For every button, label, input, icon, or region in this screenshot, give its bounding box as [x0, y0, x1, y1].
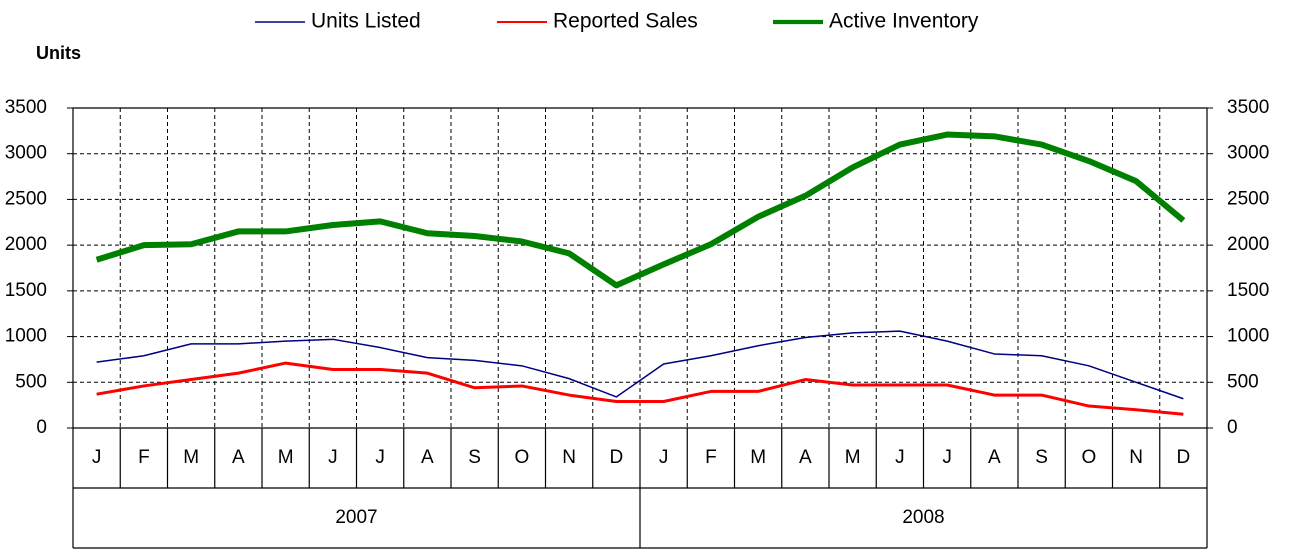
y-tick-label: 3500: [5, 97, 47, 118]
y-tick-label: 0: [36, 417, 47, 438]
x-tick-label: O: [1081, 447, 1096, 468]
x-tick-label: M: [278, 447, 294, 468]
y2-tick-label: 2500: [1227, 188, 1269, 209]
series-line: [95, 131, 1186, 289]
x-tick-label: A: [988, 447, 1001, 468]
series-line: [96, 361, 1184, 416]
year-label: 2007: [335, 507, 377, 528]
x-tick-label: S: [1035, 447, 1048, 468]
x-tick-label: J: [92, 447, 102, 468]
x-tick-label: J: [942, 447, 952, 468]
x-tick-label: J: [328, 447, 338, 468]
x-tick-label: D: [610, 447, 624, 468]
y2-tick-label: 2000: [1227, 234, 1269, 255]
x-tick-label: M: [750, 447, 766, 468]
series-line: [96, 330, 1184, 400]
x-tick-label: D: [1177, 447, 1191, 468]
x-tick-label: J: [375, 447, 385, 468]
x-tick-label: J: [895, 447, 905, 468]
y2-tick-label: 0: [1227, 417, 1238, 438]
x-tick-label: N: [1129, 447, 1143, 468]
legend-label: Reported Sales: [553, 10, 698, 33]
y2-tick-label: 1000: [1227, 326, 1269, 347]
y-tick-label: 2000: [5, 234, 47, 255]
x-tick-label: J: [659, 447, 669, 468]
y-tick-label: 2500: [5, 188, 47, 209]
x-tick-label: F: [138, 447, 150, 468]
legend-label: Active Inventory: [829, 10, 979, 33]
y2-tick-label: 3000: [1227, 143, 1269, 164]
x-tick-label: F: [705, 447, 717, 468]
x-tick-label: N: [562, 447, 576, 468]
y-tick-label: 3000: [5, 143, 47, 164]
year-label: 2008: [902, 507, 944, 528]
legend-label: Units Listed: [311, 10, 421, 33]
x-tick-label: O: [514, 447, 529, 468]
x-tick-label: S: [468, 447, 481, 468]
y-tick-label: 1000: [5, 326, 47, 347]
x-tick-label: A: [421, 447, 434, 468]
x-tick-label: A: [232, 447, 245, 468]
y-tick-label: 500: [15, 371, 47, 392]
y2-tick-label: 3500: [1227, 97, 1269, 118]
y2-tick-label: 500: [1227, 371, 1259, 392]
y2-tick-label: 1500: [1227, 280, 1269, 301]
y-axis-label: Units: [36, 43, 81, 63]
y-tick-label: 1500: [5, 280, 47, 301]
x-tick-label: A: [799, 447, 812, 468]
x-tick-label: M: [183, 447, 199, 468]
x-tick-label: M: [845, 447, 861, 468]
